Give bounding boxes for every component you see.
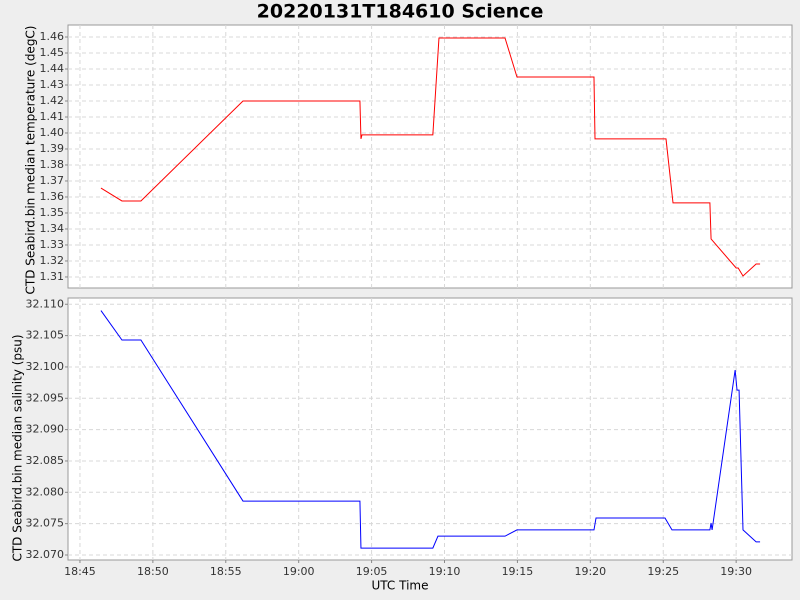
y-tick-label: 1.39 (40, 142, 65, 155)
x-tick-label: 19:25 (647, 565, 679, 578)
y-tick-label: 1.38 (40, 158, 65, 171)
y-tick-label: 32.090 (26, 423, 65, 436)
y-tick-label: 1.34 (40, 222, 65, 235)
y-tick-label: 1.46 (40, 30, 65, 43)
y-tick-label: 1.43 (40, 78, 65, 91)
y-tick-label: 32.095 (26, 391, 65, 404)
x-tick-label: 18:55 (210, 565, 242, 578)
y-tick-label: 1.32 (40, 254, 65, 267)
y-tick-label: 1.40 (40, 126, 65, 139)
x-tick-label: 19:20 (574, 565, 606, 578)
data-line (100, 310, 761, 549)
y-tick-label: 1.33 (40, 238, 65, 251)
y-tick-label: 1.44 (40, 62, 65, 75)
y-axis-label: CTD Seabird.bin median salinity (psu) (11, 334, 25, 561)
x-tick-label: 19:15 (502, 565, 534, 578)
plot-area (67, 24, 793, 289)
y-tick-label: 1.41 (40, 110, 65, 123)
y-tick-label: 32.075 (26, 517, 65, 530)
y-tick-label: 32.110 (26, 297, 65, 310)
y-axis-label: CTD Seabird.bin median temperature (degC… (24, 26, 38, 295)
y-tick-label: 1.36 (40, 190, 65, 203)
chart-title: 20220131T184610 Science (257, 1, 544, 23)
plot-area (67, 297, 793, 561)
x-tick-label: 19:10 (429, 565, 461, 578)
y-tick-label: 32.085 (26, 454, 65, 467)
x-tick-label: 19:05 (356, 565, 388, 578)
data-line (100, 37, 761, 277)
y-tick-label: 32.080 (26, 485, 65, 498)
x-tick-label: 18:45 (64, 565, 96, 578)
y-tick-label: 32.070 (26, 548, 65, 561)
y-tick-label: 1.37 (40, 174, 65, 187)
y-tick-label: 1.45 (40, 46, 65, 59)
x-tick-label: 18:50 (137, 565, 169, 578)
y-tick-label: 1.42 (40, 94, 65, 107)
y-tick-label: 1.35 (40, 206, 65, 219)
x-tick-label: 19:30 (720, 565, 752, 578)
y-tick-label: 32.105 (26, 329, 65, 342)
x-axis-label: UTC Time (372, 579, 429, 593)
y-tick-label: 1.31 (40, 270, 65, 283)
y-tick-label: 32.100 (26, 360, 65, 373)
x-tick-label: 19:00 (283, 565, 315, 578)
